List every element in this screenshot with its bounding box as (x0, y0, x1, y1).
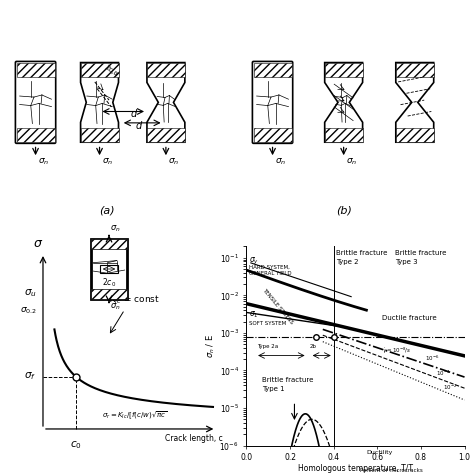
Text: $10^{-6}$: $10^{-6}$ (425, 354, 440, 363)
Text: $K_{Ic}$ = const: $K_{Ic}$ = const (109, 294, 160, 306)
Text: Brittle fracture: Brittle fracture (395, 250, 446, 256)
Polygon shape (325, 128, 363, 142)
Text: Type 3: Type 3 (395, 259, 418, 264)
Polygon shape (325, 63, 363, 77)
Text: $10^{-4}$: $10^{-4}$ (436, 369, 451, 378)
Text: $\sigma_f$: $\sigma_f$ (24, 371, 36, 383)
Text: Type 2a: Type 2a (257, 344, 279, 349)
Polygon shape (81, 128, 118, 142)
Text: Ductility: Ductility (366, 450, 393, 455)
Text: $\sigma_{0.2}$: $\sigma_{0.2}$ (20, 306, 36, 317)
Text: $\sigma_r = K_{Ic}/[f(c/w)\sqrt{\pi c}$: $\sigma_r = K_{Ic}/[f(c/w)\sqrt{\pi c}$ (102, 409, 167, 421)
Polygon shape (254, 128, 292, 142)
Polygon shape (147, 128, 185, 142)
Text: d: d (135, 120, 141, 130)
Text: 2b: 2b (310, 344, 317, 349)
Text: $\dot{\gamma}=10^{-8}/s$: $\dot{\gamma}=10^{-8}/s$ (382, 346, 411, 356)
Text: Percent of microcracks: Percent of microcracks (360, 468, 423, 473)
Polygon shape (147, 63, 185, 77)
Text: $c_0$: $c_0$ (70, 439, 82, 451)
Text: $10^{-2}$: $10^{-2}$ (443, 383, 457, 392)
Polygon shape (254, 63, 292, 77)
Text: Ductile fracture: Ductile fracture (382, 315, 436, 321)
Text: Crack length, c: Crack length, c (165, 434, 223, 443)
Text: $\sigma_n$: $\sigma_n$ (110, 223, 121, 234)
Text: $\sigma_n$: $\sigma_n$ (346, 157, 357, 167)
Text: $\sigma_1$: $\sigma_1$ (249, 309, 258, 319)
Text: Brittle fracture: Brittle fracture (262, 377, 313, 383)
Text: $\sigma$: $\sigma$ (33, 237, 43, 250)
Text: Type 1: Type 1 (262, 386, 284, 392)
Polygon shape (17, 63, 55, 77)
Text: HARD SYSTEM,
GENERAL YIELD: HARD SYSTEM, GENERAL YIELD (249, 264, 292, 276)
Text: $\sigma_n$: $\sigma_n$ (38, 157, 49, 167)
Text: $\sigma_n$: $\sigma_n$ (102, 157, 113, 167)
Text: Brittle fracture: Brittle fracture (336, 250, 387, 256)
X-axis label: Homologous temperature, T/T: Homologous temperature, T/T (298, 464, 413, 473)
Text: $\sigma_n$: $\sigma_n$ (110, 302, 121, 312)
Text: $\sigma_n$: $\sigma_n$ (168, 157, 180, 167)
Text: $\sigma_n$: $\sigma_n$ (275, 157, 286, 167)
Polygon shape (17, 128, 55, 142)
Text: (a): (a) (99, 206, 114, 216)
Text: SOFT SYSTEM: SOFT SYSTEM (249, 321, 286, 326)
Text: d: d (130, 109, 137, 119)
Polygon shape (91, 289, 127, 299)
Text: 2c,α: 2c,α (103, 64, 119, 77)
Text: $2c_0$: $2c_0$ (102, 276, 116, 289)
Y-axis label: $\sigma_n$ / E: $\sigma_n$ / E (204, 334, 217, 358)
Text: $\sigma_u$: $\sigma_u$ (24, 287, 36, 299)
FancyBboxPatch shape (252, 62, 292, 143)
Polygon shape (81, 63, 118, 77)
Text: $\sigma_y$: $\sigma_y$ (249, 256, 259, 267)
Text: Type 2: Type 2 (336, 259, 358, 264)
Polygon shape (91, 239, 127, 249)
Polygon shape (396, 63, 434, 77)
Polygon shape (396, 128, 434, 142)
Text: (b): (b) (336, 206, 352, 216)
Text: TENSILE STRESS: TENSILE STRESS (261, 287, 294, 325)
FancyBboxPatch shape (15, 62, 56, 143)
